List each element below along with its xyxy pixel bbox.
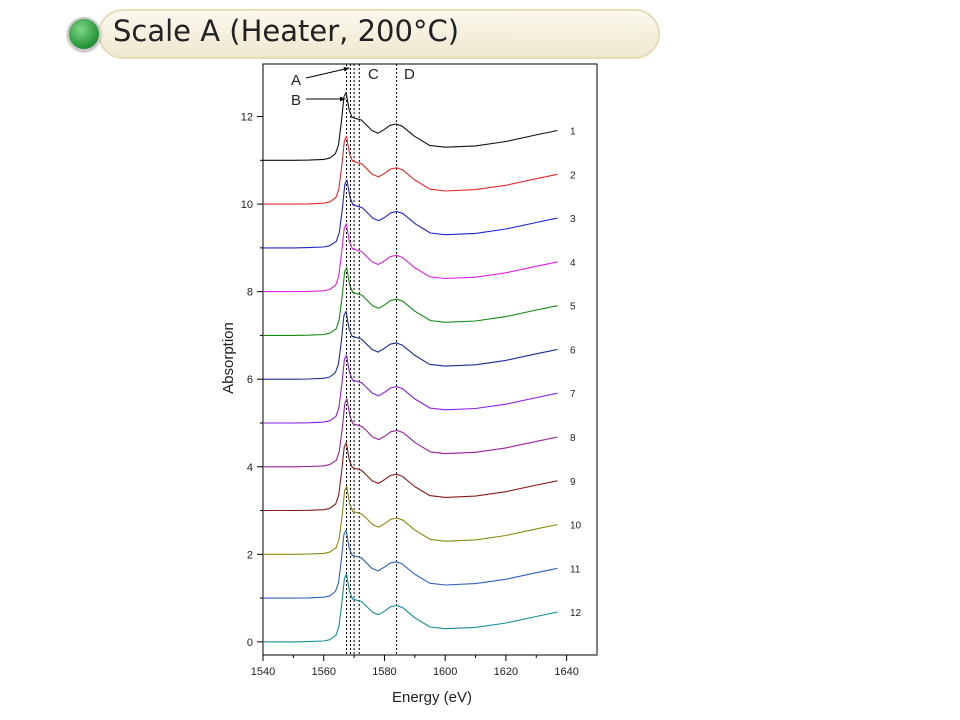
series-label-3: 3 [570,214,576,225]
series-line-4 [263,223,558,293]
peak-label-d: D [404,66,415,83]
peak-label-b: B [291,92,301,109]
plot-frame [262,63,598,656]
series-label-2: 2 [570,170,576,181]
y-tick-label: 2 [247,549,253,561]
series-line-2 [263,135,558,205]
series-line-8 [263,398,558,468]
plot-area-border [262,63,598,656]
series-label-1: 1 [570,127,576,138]
peak-lines: AB C D [291,64,415,655]
series-line-7 [263,354,558,424]
x-tick-label: 1560 [311,666,335,678]
y-axis-label: Absorption [220,322,237,394]
x-tick-label: 1640 [554,666,578,678]
x-tick-label: 1620 [494,666,518,678]
peak-arrow-a-head [343,66,350,72]
y-tick-label: 8 [247,287,253,299]
series-line-12 [263,573,558,643]
series-line-6 [263,310,558,380]
series-label-7: 7 [570,389,576,400]
series-line-5 [263,267,558,336]
series-label-10: 10 [570,521,582,532]
series-label-6: 6 [570,345,576,356]
series-label-4: 4 [570,258,576,269]
series-group [263,91,558,643]
series-line-1 [263,91,558,161]
bullet-icon [67,17,101,51]
series-line-11 [263,529,558,599]
x-axis-label: Energy (eV) [392,689,472,706]
x-tick-label: 1580 [372,666,396,678]
title-bar [98,9,660,59]
series-label-5: 5 [570,302,576,313]
series-label-8: 8 [570,433,576,444]
peak-arrow-a [305,67,350,79]
slide-title: Scale A (Heater, 200°C) [113,14,460,48]
x-tick-label: 1600 [433,666,457,678]
series-line-3 [263,179,558,249]
y-tick-label: 6 [247,374,253,386]
peak-label-a: A [291,72,301,89]
series-line-10 [263,485,558,555]
x-tick-label: 1540 [251,666,275,678]
y-tick-label: 10 [241,199,253,211]
series-line-9 [263,442,558,512]
peak-label-c: C [368,66,379,83]
y-tick-label: 0 [247,637,253,649]
peak-arrow-b-head [339,96,346,102]
series-label-9: 9 [570,477,576,488]
series-label-12: 12 [570,608,582,619]
series-label-11: 11 [570,564,581,575]
y-tick-label: 4 [247,462,253,474]
y-tick-label: 12 [241,112,253,124]
